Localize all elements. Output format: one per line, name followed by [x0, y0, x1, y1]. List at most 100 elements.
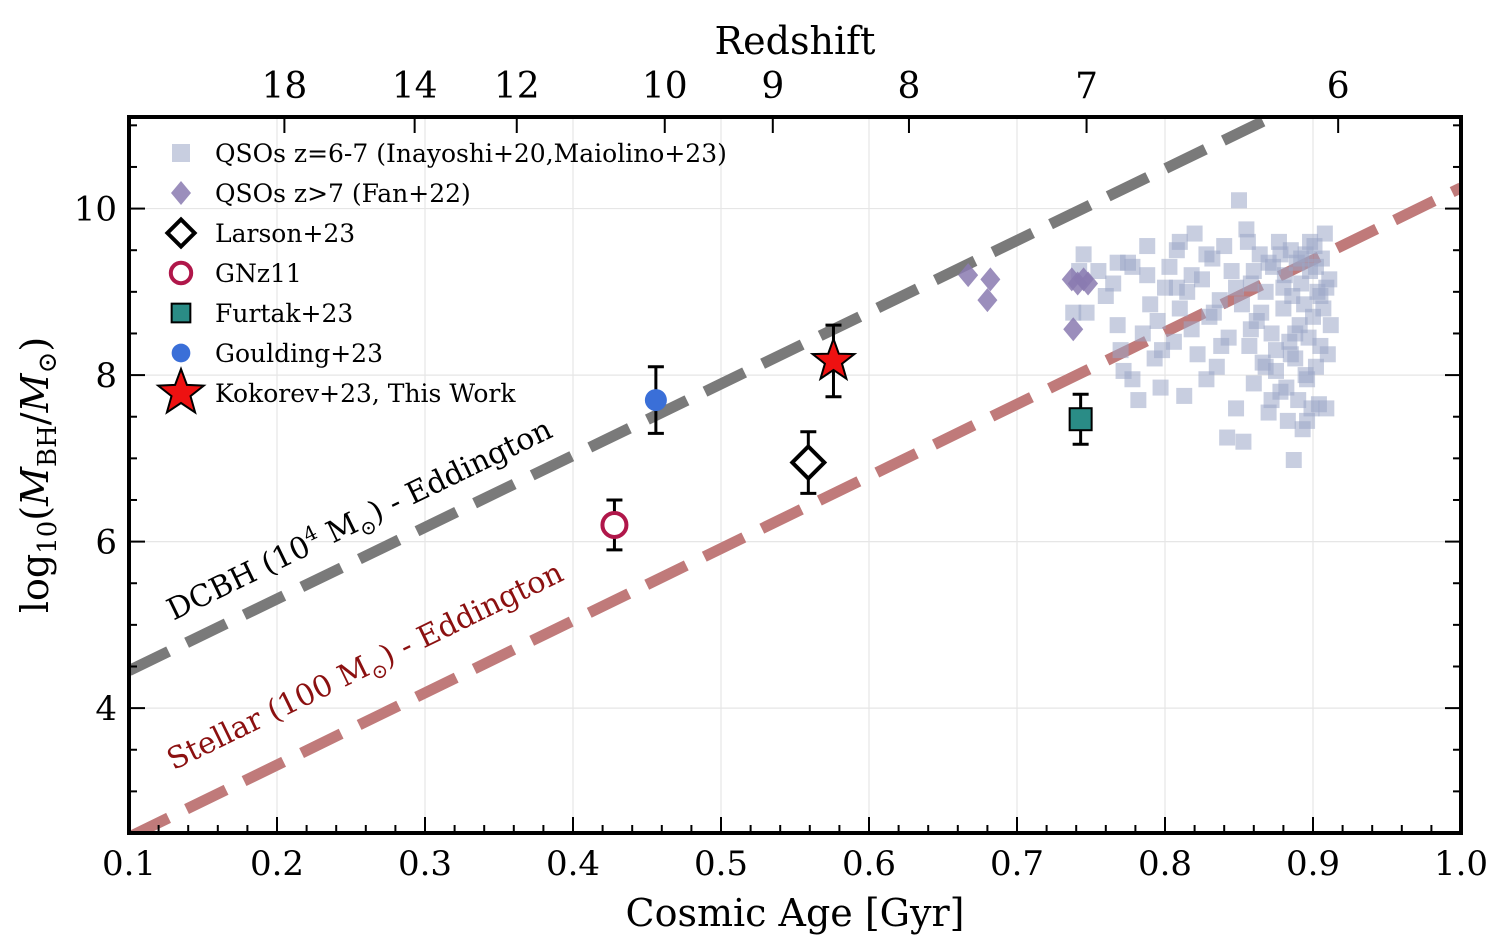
qso-z6-7-point	[1105, 275, 1122, 292]
qso-z6-7-point	[1245, 263, 1262, 280]
qso-z6-7-point	[1268, 342, 1284, 359]
qso-z6-7-point	[1152, 379, 1169, 396]
qso-z6-7-point	[1124, 258, 1141, 275]
qso-z6-7-point	[1216, 238, 1233, 255]
x-tick-label: 0.5	[694, 844, 748, 884]
qso-z6-7-point	[1275, 279, 1292, 296]
qso-z6-7-point	[1293, 275, 1310, 292]
qso-z6-7-point	[1231, 192, 1247, 209]
top-tick-label: 6	[1327, 66, 1350, 107]
marker-larson	[164, 216, 198, 250]
qso-z6-7-point	[1186, 225, 1203, 242]
qso-z6-7-point	[1275, 300, 1292, 317]
qso-z6-7-point	[1315, 300, 1332, 317]
legend-label: Larson+23	[215, 219, 355, 248]
y-tick-label: 4	[95, 689, 117, 729]
eddington-line	[129, 117, 1285, 676]
qso-z6-7-point	[1290, 392, 1307, 409]
qso-z6-7-point	[1109, 254, 1126, 271]
top-axis-title: Redshift	[715, 19, 876, 63]
marker-gnz11	[168, 260, 194, 286]
qso-z6-7-point	[1189, 346, 1206, 363]
qso-z6-7-point	[1168, 279, 1185, 296]
qso-z6-7-point	[1297, 367, 1314, 384]
legend-label: GNz11	[215, 259, 302, 288]
legend-item: Larson+23	[164, 216, 355, 250]
qso-z6-7-point	[1263, 392, 1280, 409]
marker-larson	[789, 443, 828, 482]
qso-z6-7-point	[1065, 304, 1082, 321]
top-tick-label: 8	[898, 66, 921, 107]
qso-z6-7-point	[1285, 452, 1302, 469]
qso-z6-7-point	[1228, 279, 1245, 296]
qso-z6-7-point	[1078, 304, 1095, 321]
qso-z6-7-point	[1134, 325, 1151, 342]
y-tick-label: 10	[74, 190, 117, 230]
axis-ticks: 0.1 0.2 0.3 0.4 0.5 0.6 0.7 0.8 0.9 1.0 18 14 12 10 9 8…	[74, 66, 1488, 884]
x-axis-title: Cosmic Age [Gyr]	[626, 891, 965, 935]
legend-marker	[172, 144, 190, 162]
qso-z6-7-point	[1097, 288, 1114, 304]
qso-z6-7-point	[1299, 412, 1316, 429]
qso-z6-7-point	[1263, 325, 1280, 342]
qso-z6-7-point	[1130, 392, 1147, 409]
top-tick-label: 7	[1075, 66, 1098, 107]
y-tick-label: 8	[95, 356, 117, 396]
qso-z6-7-point	[1245, 375, 1262, 392]
legend-item: Kokorev+23, This Work	[155, 366, 516, 415]
qso-z6-7-point	[1242, 275, 1259, 292]
qso-z6-7-point	[1109, 317, 1126, 334]
qso-z7-point	[980, 267, 1001, 292]
qso-z6-7-point	[1205, 304, 1222, 321]
qso-z6-7-point	[1142, 296, 1159, 313]
qso-z6-7-point	[1075, 246, 1092, 263]
qso-z6-7-point	[1213, 337, 1230, 354]
x-tick-label: 0.7	[990, 844, 1044, 884]
x-tick-label: 1.0	[1434, 844, 1488, 884]
legend: QSOs z=6-7 (Inayoshi+20,Maiolino+23) QSOs…	[155, 139, 727, 415]
eddington-lines	[129, 117, 1461, 833]
qso-z6-7-point	[1316, 225, 1333, 242]
qso-z6-7-point	[1176, 387, 1193, 404]
qso-z7-point	[1078, 271, 1099, 296]
marker-goulding	[171, 343, 191, 363]
qso-z6-7-point	[1154, 342, 1171, 359]
qso-z6-7-point	[1279, 412, 1296, 429]
qso-z6-7-point	[1239, 233, 1256, 250]
legend-label: QSOs z>7 (Fan+22)	[215, 179, 471, 208]
qso-z6-7-point	[1223, 263, 1240, 280]
x-tick-label: 0.6	[842, 844, 896, 884]
legend-label: Goulding+23	[215, 339, 383, 368]
qso-z6-7-point	[1228, 400, 1245, 417]
qso-z6-7-point	[1282, 346, 1299, 363]
legend-marker	[171, 181, 191, 205]
qso-z6-7-point	[1171, 233, 1188, 250]
qso-z6-7-point	[1318, 400, 1335, 417]
qso-z6-7-point	[1242, 321, 1259, 338]
legend-item: GNz11	[168, 259, 302, 288]
qso-z6-7-point	[1198, 246, 1215, 263]
y-axis-title: log10(MBH/M⊙)	[13, 337, 63, 613]
data-points	[600, 323, 1093, 552]
qso-z6-7-point	[1198, 371, 1215, 388]
qso-z6-7-point	[1211, 292, 1228, 309]
qso-z6-7-point	[1233, 296, 1250, 313]
qso-z6-7-point	[1322, 317, 1339, 334]
qso-z6-7-point	[1276, 267, 1293, 284]
qso-points	[958, 192, 1339, 469]
x-tick-label: 0.3	[398, 844, 452, 884]
x-tick-label: 0.2	[250, 844, 304, 884]
qso-z6-7-point	[1257, 358, 1274, 375]
qso-z6-7-point	[1241, 337, 1258, 354]
qso-z6-7-point	[1139, 238, 1156, 255]
legend-item: Goulding+23	[171, 339, 383, 368]
qso-z6-7-point	[1219, 429, 1236, 446]
x-tick-label: 0.8	[1138, 844, 1192, 884]
top-tick-label: 12	[494, 66, 540, 107]
qso-z6-7-point	[1161, 258, 1178, 275]
top-tick-label: 10	[642, 66, 688, 107]
qso-z6-7-point	[1090, 263, 1107, 280]
qso-z6-7-point	[1238, 221, 1255, 238]
legend-label: Kokorev+23, This Work	[215, 379, 516, 408]
legend-item: Furtak+23	[170, 299, 353, 328]
